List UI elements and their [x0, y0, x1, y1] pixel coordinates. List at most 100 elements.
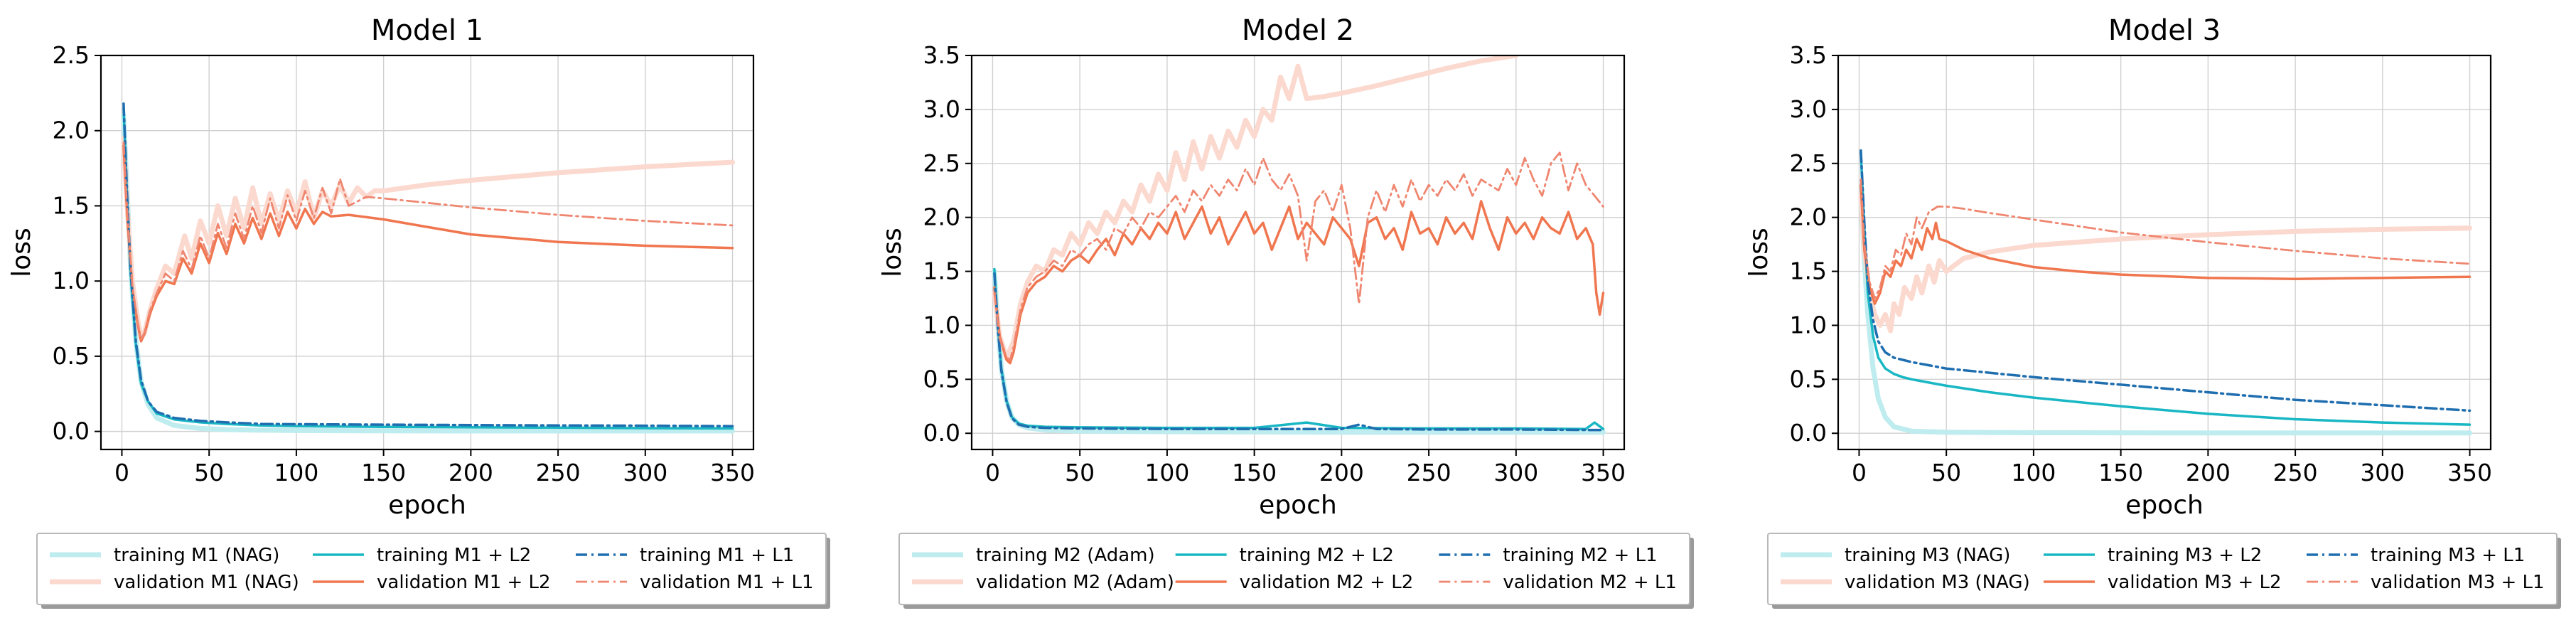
y-tick-label: 1.5 — [923, 257, 960, 285]
y-tick-label: 3.0 — [1790, 95, 1827, 123]
series-line-l2-train — [1859, 151, 2472, 426]
x-axis-label: epoch — [388, 491, 466, 520]
series-group — [1858, 149, 2472, 436]
legend-label: training M3 + L2 — [2108, 545, 2262, 566]
x-tick-label: 300 — [2360, 459, 2405, 486]
legend-label: validation M1 + L1 — [640, 572, 814, 593]
legend-label: training M1 + L2 — [377, 545, 531, 566]
x-tick-label: 300 — [1493, 459, 1538, 486]
x-tick-label: 200 — [449, 459, 493, 486]
y-tick-label: 0.5 — [1790, 365, 1827, 393]
y-tick-label: 2.0 — [53, 117, 90, 144]
legend-label: validation M1 + L2 — [377, 572, 551, 593]
legend-label: training M3 + L1 — [2371, 545, 2525, 566]
legend: training M2 (Adam) validation M2 (Adam) tr… — [898, 533, 1694, 609]
series-line-l1-val — [1859, 179, 2471, 299]
x-tick-label: 350 — [2447, 459, 2492, 486]
y-tick-label: 0.0 — [1790, 419, 1827, 447]
y-tick-label: 1.0 — [923, 311, 960, 339]
series-line-base-train — [121, 113, 735, 434]
series-line-l2-val — [993, 200, 1605, 365]
x-tick-label: 350 — [1581, 459, 1626, 486]
legend-label: validation M3 + L2 — [2108, 572, 2282, 593]
series-line-l2-val — [1859, 183, 2472, 305]
legend-label: validation M2 + L2 — [1240, 572, 1414, 593]
legend-label: validation M3 + L1 — [2371, 572, 2545, 593]
y-tick-label: 0.5 — [923, 365, 960, 393]
series-line-base-train — [1858, 193, 2472, 436]
x-tick-label: 50 — [1931, 459, 1961, 486]
series-line-l1-train — [993, 272, 1605, 432]
y-tick-label: 0.5 — [53, 342, 90, 370]
plot-frame — [100, 54, 755, 451]
x-tick-label: 200 — [1319, 459, 1364, 486]
y-axis-label: loss — [7, 228, 36, 277]
chart-panel-1: 0 50 100 150 200 250 300 350 0.0 0.5 1.0 1.5 2.0 2.5 M… — [7, 14, 830, 609]
x-tick-label: 250 — [2273, 459, 2318, 486]
x-tick-label: 50 — [194, 459, 224, 486]
series-group — [121, 102, 735, 434]
y-tick-label: 0.0 — [923, 419, 960, 447]
y-tick-label: 1.0 — [53, 267, 90, 294]
x-tick-label: 150 — [1232, 459, 1277, 486]
plot-frame — [1837, 54, 2492, 451]
chart-title: Model 2 — [1242, 14, 1354, 47]
x-tick-label: 0 — [1852, 459, 1867, 486]
x-tick-label: 0 — [985, 459, 1000, 486]
legend-label: training M2 (Adam) — [976, 545, 1155, 566]
y-tick-label: 2.5 — [53, 41, 90, 69]
legend-label: training M2 + L2 — [1240, 545, 1394, 566]
y-tick-label: 3.5 — [1790, 41, 1827, 69]
legend-label: validation M3 (NAG) — [1845, 572, 2030, 593]
y-tick-label: 2.0 — [1790, 203, 1827, 231]
series-line-base-val — [992, 55, 1519, 361]
legend-label: training M1 (NAG) — [114, 545, 279, 566]
legend: training M3 (NAG) validation M3 (NAG) trai… — [1767, 533, 2561, 609]
series-line-l2-train — [122, 107, 734, 430]
chart-title: Model 3 — [2108, 14, 2221, 47]
series-line-base-train — [992, 269, 1606, 435]
x-tick-label: 50 — [1065, 459, 1095, 486]
y-tick-label: 0.0 — [53, 417, 90, 445]
y-tick-label: 2.0 — [923, 203, 960, 231]
series-line-l1-val — [993, 151, 1604, 361]
series-line-base-val — [1858, 193, 2472, 334]
y-tick-label: 1.5 — [1790, 257, 1827, 285]
legend-label: training M3 (NAG) — [1845, 545, 2010, 566]
legend-label: validation M2 (Adam) — [976, 572, 1174, 593]
x-tick-label: 150 — [361, 459, 406, 486]
legend-label: training M1 + L1 — [640, 545, 794, 566]
series-line-l2-train — [993, 267, 1605, 430]
series-group — [992, 55, 1606, 435]
y-tick-label: 2.5 — [1790, 149, 1827, 177]
x-tick-label: 100 — [274, 459, 318, 486]
y-axis-label: loss — [878, 228, 907, 277]
y-tick-label: 1.0 — [1790, 311, 1827, 339]
x-tick-label: 100 — [1144, 459, 1189, 486]
series-line-l1-train — [1859, 149, 2472, 412]
legend-label: validation M2 + L1 — [1503, 572, 1677, 593]
chart-title: Model 1 — [371, 14, 483, 47]
legend-label: validation M1 (NAG) — [114, 572, 299, 593]
y-tick-label: 3.5 — [923, 41, 960, 69]
x-tick-label: 100 — [2011, 459, 2056, 486]
series-line-l1-train — [122, 102, 734, 427]
series-line-l2-val — [122, 144, 734, 343]
x-axis-label: epoch — [2125, 491, 2204, 520]
series-line-l1-val — [122, 142, 734, 341]
x-tick-label: 150 — [2098, 459, 2143, 486]
x-tick-label: 0 — [114, 459, 129, 486]
chart-panel-3: 0 50 100 150 200 250 300 350 0.0 0.5 1.0 1.5 2.0 2.5 3… — [1744, 14, 2561, 609]
y-tick-label: 1.5 — [53, 191, 90, 219]
x-tick-label: 300 — [623, 459, 667, 486]
y-axis-label: loss — [1744, 228, 1773, 277]
x-tick-label: 350 — [710, 459, 755, 486]
legend: training M1 (NAG) validation M1 (NAG) trai… — [36, 533, 830, 609]
x-axis-label: epoch — [1259, 491, 1337, 520]
series-line-base-val — [121, 135, 735, 341]
y-tick-label: 2.5 — [923, 149, 960, 177]
x-tick-label: 200 — [2186, 459, 2231, 486]
y-tick-label: 3.0 — [923, 95, 960, 123]
x-tick-label: 250 — [1407, 459, 1451, 486]
